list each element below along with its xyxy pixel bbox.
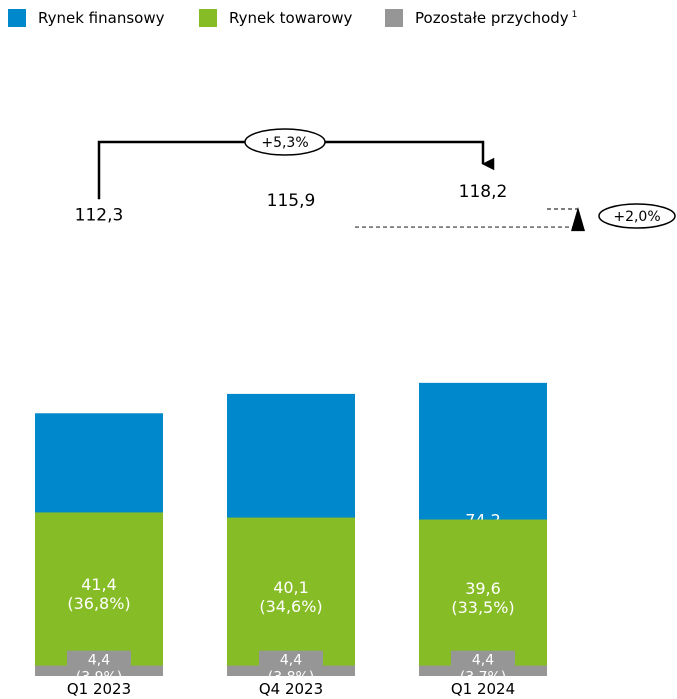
data-label-share: (33,5%): [451, 598, 514, 617]
legend-label-wrap: Pozostałe przychody 1: [415, 9, 577, 27]
x-tick-label: Q1 2024: [451, 680, 515, 698]
data-label-value: 4,4: [88, 653, 110, 669]
growth-annotation-label: +5,3%: [261, 135, 308, 151]
growth-annotation-bubble: [598, 203, 676, 229]
legend-swatch-rynek-towarowy: [199, 9, 217, 27]
x-tick-label: Q4 2023: [259, 680, 323, 698]
bar-segment-pozostale-label-box: [451, 650, 515, 676]
total-label: 112,3: [75, 205, 124, 225]
growth-annotation-bubble: [244, 128, 326, 156]
legend-item-pozostale-przychody: Pozostałe przychody 1: [385, 8, 577, 28]
bar-segment-towarowy: [419, 519, 547, 676]
growth-annotation-label: +2,0%: [613, 209, 660, 225]
data-label-value: 4,4: [280, 653, 302, 669]
total-label: 115,9: [267, 191, 316, 211]
legend: Rynek finansowy Rynek towarowy Pozostałe…: [0, 0, 677, 40]
bar-segment-pozostale-label-box: [259, 650, 323, 676]
growth-arrow-up: [571, 207, 585, 232]
bar-segment-towarowy: [35, 512, 163, 676]
data-label-value: 41,4: [81, 575, 117, 594]
data-label-share: (34,6%): [259, 597, 322, 616]
data-label-share: (3,9%): [76, 670, 123, 686]
legend-item-rynek-finansowy: Rynek finansowy: [8, 8, 164, 28]
legend-label: Pozostałe przychody: [415, 9, 569, 27]
data-label-share: (36,8%): [67, 594, 130, 613]
data-label-value: 40,1: [273, 578, 309, 597]
bar-segment-pozostale-label-box: [67, 650, 131, 676]
legend-item-rynek-towarowy: Rynek towarowy: [199, 8, 352, 28]
data-label-share: (3,7%): [460, 670, 507, 686]
legend-footnote-marker: 1: [571, 10, 578, 20]
data-label-share: (3,8%): [268, 670, 315, 686]
total-label: 118,2: [459, 182, 508, 202]
data-label-value: 39,6: [465, 579, 501, 598]
legend-swatch-rynek-finansowy: [8, 9, 26, 27]
data-label-value: 4,4: [472, 653, 494, 669]
x-tick-label: Q1 2023: [67, 680, 131, 698]
bar-segment-towarowy: [227, 517, 355, 676]
legend-swatch-pozostale-przychody: [385, 9, 403, 27]
legend-label: Rynek finansowy: [38, 9, 165, 27]
legend-label: Rynek towarowy: [229, 9, 353, 27]
